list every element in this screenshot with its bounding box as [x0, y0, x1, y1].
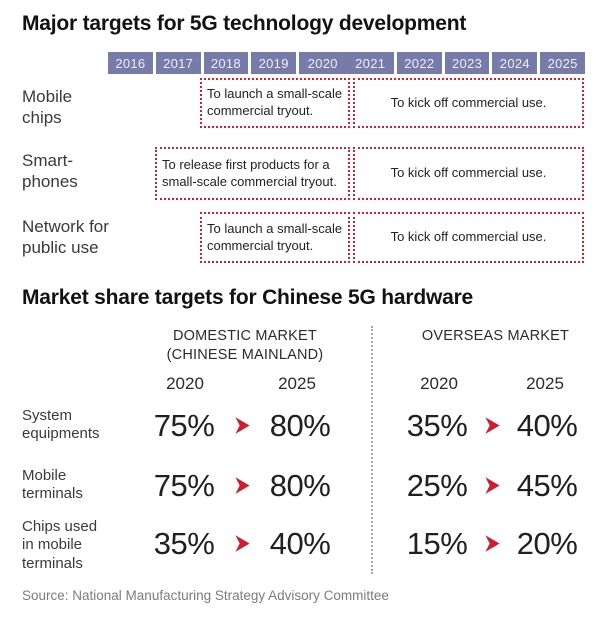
timeline-year-2023: 2023 [444, 52, 490, 74]
domestic-year-2025: 2025 [278, 374, 316, 393]
system-equipments-domestic-values: 75% 80% [138, 402, 346, 448]
timeline-year-2016: 2016 [108, 52, 153, 74]
value-2025: 80% [269, 407, 331, 443]
domestic-market-header: DOMESTIC MARKET (CHINESE MAINLAND) [166, 328, 324, 363]
timeline-year-2018: 2018 [203, 52, 249, 74]
value-2020: 25% [406, 467, 468, 503]
domestic-year-2020: 2020 [166, 374, 204, 393]
market-row-label-chips-mobile-terminals: Chips used in mobile terminals [22, 518, 98, 572]
mobile-terminals-overseas-values: 25% 45% [394, 462, 590, 508]
chips-overseas-values: 15% 20% [394, 520, 590, 566]
value-2025: 80% [269, 467, 331, 503]
market-row-label-mobile-terminals: Mobile terminals [22, 467, 83, 503]
timeline-year-2017: 2017 [155, 52, 201, 74]
timeline-year-2022: 2022 [396, 52, 442, 74]
timeline-year-2019: 2019 [251, 52, 297, 74]
value-2025: 20% [516, 525, 578, 561]
growth-arrow-icon [480, 416, 504, 435]
value-2020: 35% [153, 525, 215, 561]
overseas-year-2020: 2020 [420, 374, 458, 393]
value-2020: 35% [406, 407, 468, 443]
value-2020: 75% [153, 467, 215, 503]
value-2020: 15% [406, 525, 468, 561]
overseas-market-header: OVERSEAS MARKET [421, 328, 570, 344]
value-2025: 40% [269, 525, 331, 561]
value-2025: 45% [516, 467, 578, 503]
growth-arrow-icon [480, 534, 504, 553]
row-label-mobile-chips: Mobile chips [22, 87, 73, 128]
growth-arrow-icon [480, 476, 504, 495]
growth-arrow-icon [230, 416, 254, 435]
source-line: Source: National Manufacturing Strategy … [22, 588, 389, 603]
smartphones-phase1-box: To release first products for a small-sc… [155, 147, 350, 200]
mobile-terminals-domestic-values: 75% 80% [138, 462, 346, 508]
vertical-dotted-divider [371, 326, 373, 574]
mobile-chips-phase1-box: To launch a small-scale commercial tryou… [200, 78, 350, 128]
growth-arrow-icon [230, 476, 254, 495]
timeline-year-2020-2021: 2020 2021 [299, 52, 394, 74]
timeline-year-2020: 2020 [307, 55, 338, 71]
overseas-year-2025: 2025 [526, 374, 564, 393]
row-label-smartphones: Smart- phones [22, 151, 78, 192]
smartphones-phase2-box: To kick off commercial use. [353, 147, 584, 200]
timeline-year-2025: 2025 [540, 52, 586, 74]
network-phase2-box: To kick off commercial use. [353, 212, 584, 263]
mobile-chips-phase2-box: To kick off commercial use. [353, 78, 584, 128]
market-row-label-system-equipments: System equipments [22, 407, 100, 443]
section1-title: Major targets for 5G technology developm… [22, 12, 467, 35]
row-label-network-public-use: Network for public use [22, 217, 109, 258]
section2-title: Market share targets for Chinese 5G hard… [22, 286, 474, 309]
value-2020: 75% [153, 407, 215, 443]
timeline-year-2021: 2021 [355, 55, 386, 71]
timeline-years: 2016 2017 2018 2019 2020 2021 2022 2023 … [108, 52, 586, 74]
system-equipments-overseas-values: 35% 40% [394, 402, 590, 448]
growth-arrow-icon [230, 534, 254, 553]
timeline-year-2024: 2024 [492, 52, 538, 74]
network-phase1-box: To launch a small-scale commercial tryou… [200, 212, 350, 263]
chips-domestic-values: 35% 40% [138, 520, 346, 566]
value-2025: 40% [516, 407, 578, 443]
